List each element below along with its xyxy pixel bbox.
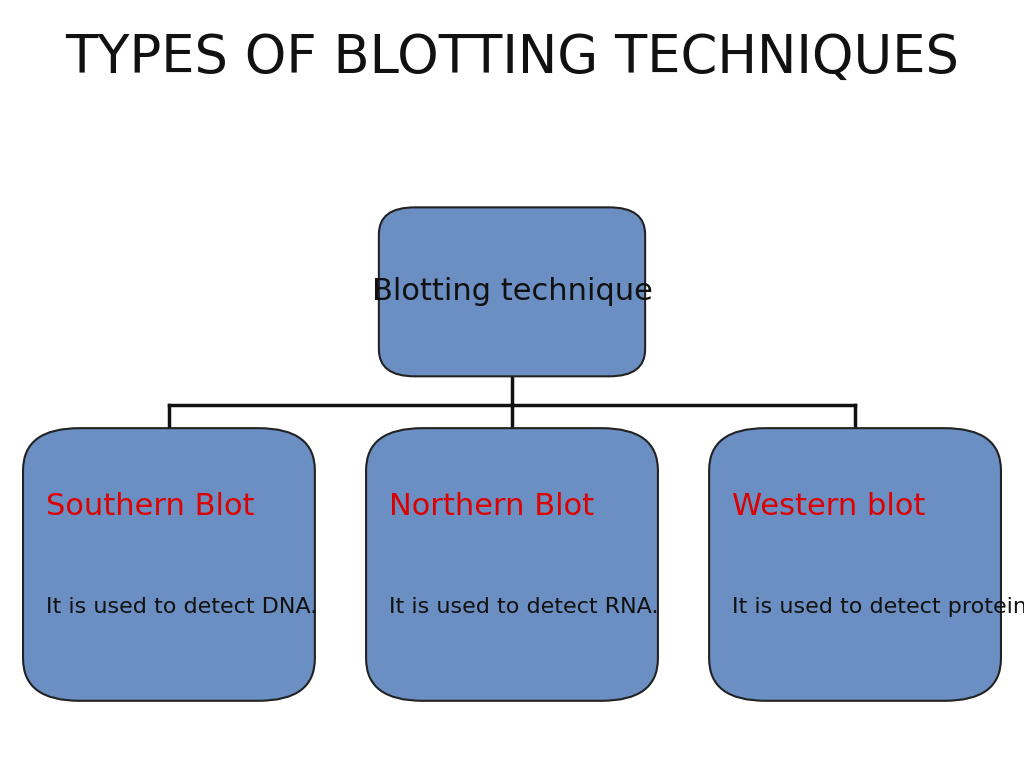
FancyBboxPatch shape [379, 207, 645, 376]
Text: TYPES OF BLOTTING TECHNIQUES: TYPES OF BLOTTING TECHNIQUES [65, 31, 959, 84]
Text: Western blot: Western blot [731, 492, 925, 521]
Text: Northern Blot: Northern Blot [389, 492, 594, 521]
FancyBboxPatch shape [709, 429, 1001, 700]
Text: Southern Blot: Southern Blot [46, 492, 254, 521]
Text: It is used to detect RNA.: It is used to detect RNA. [389, 597, 658, 617]
FancyBboxPatch shape [367, 429, 658, 700]
Text: Blotting technique: Blotting technique [372, 277, 652, 306]
Text: It is used to detect DNA.: It is used to detect DNA. [46, 597, 316, 617]
FancyBboxPatch shape [24, 429, 315, 700]
Text: It is used to detect protein.: It is used to detect protein. [731, 597, 1024, 617]
